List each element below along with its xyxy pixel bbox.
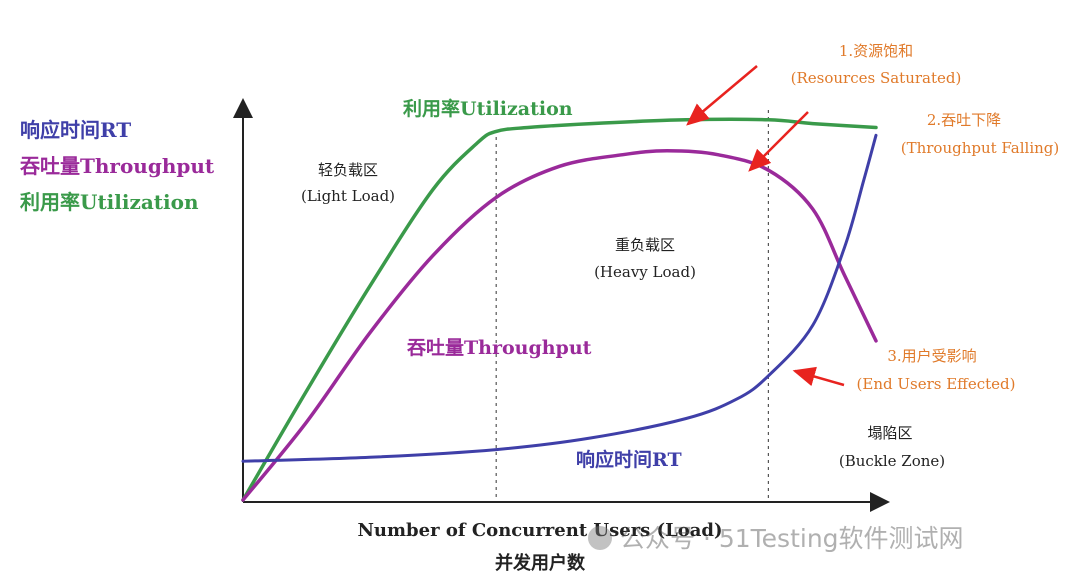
label-throughput: 吞吐量Throughput (407, 337, 592, 359)
x-axis-label: Number of Concurrent Users (Load) 并发用户数 (0, 520, 1080, 575)
legend-item-utilization: 利用率Utilization (20, 190, 199, 214)
annotation-1-subtitle: (Resources Saturated) (791, 69, 962, 87)
arrow-throughput-falling (748, 111, 809, 172)
arrow-resources-saturated (686, 65, 758, 126)
x-axis-label-en: Number of Concurrent Users (Load) (357, 520, 723, 541)
watermark-text: 公众号 · 51Testing软件测试网 (620, 524, 964, 553)
series-line-throughput (241, 149, 878, 502)
annotation-3-subtitle: (End Users Effected) (857, 375, 1016, 393)
legend-item-rt: 响应时间RT (20, 118, 132, 142)
series-line-rt (241, 133, 878, 463)
wechat-icon (588, 526, 612, 550)
zone-buckle-cn: 塌陷区 (867, 424, 912, 442)
zone-light-cn: 轻负载区 (318, 161, 378, 179)
zone-light-en: (Light Load) (301, 187, 395, 205)
annotation-1-title: 1.资源饱和 (839, 42, 913, 60)
watermark: 公众号 · 51Testing软件测试网 (588, 519, 964, 555)
arrow-users-effected (792, 366, 845, 387)
annotation-2-title: 2.吞吐下降 (927, 111, 1001, 129)
label-rt: 响应时间RT (576, 448, 682, 471)
annotation-2-subtitle: (Throughput Falling) (901, 139, 1060, 157)
x-axis-label-cn: 并发用户数 (495, 553, 585, 574)
legend: 响应时间RT 吞吐量Throughput 利用率Utilization (20, 112, 214, 220)
zone-heavy-cn: 重负载区 (615, 236, 675, 254)
series-line-utilization (241, 117, 878, 502)
legend-item-throughput: 吞吐量Throughput (20, 154, 215, 178)
zone-buckle-en: (Buckle Zone) (839, 452, 945, 470)
label-utilization: 利用率Utilization (403, 97, 573, 120)
annotation-3-title: 3.用户受影响 (887, 347, 976, 365)
zone-heavy-en: (Heavy Load) (594, 263, 696, 281)
